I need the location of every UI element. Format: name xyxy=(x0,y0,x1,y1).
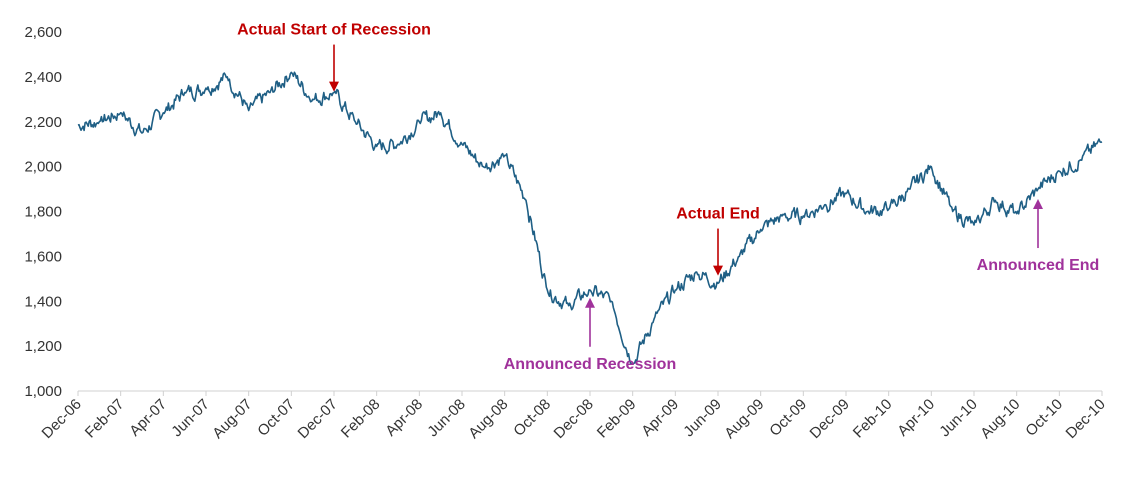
annotations: Actual Start of Recession Announced Reces… xyxy=(237,22,1099,373)
y-axis: 1,000 1,200 1,400 1,600 1,800 2,000 2,200 2,400… xyxy=(24,24,62,400)
x-tick-label: Jun-07 xyxy=(168,396,212,440)
x-tick-label: Aug-08 xyxy=(465,396,511,442)
y-tick-label: 1,800 xyxy=(24,204,62,221)
y-tick-label: 2,400 xyxy=(24,69,62,86)
x-tick-label: Apr-09 xyxy=(638,396,682,440)
y-tick-label: 1,000 xyxy=(24,383,62,400)
x-tick-label: Apr-08 xyxy=(382,396,426,440)
x-tick-label: Feb-09 xyxy=(594,396,640,442)
x-tick-label: Oct-09 xyxy=(766,396,810,440)
x-tick-label: Dec-09 xyxy=(807,396,853,442)
x-axis: Dec-06Feb-07Apr-07Jun-07Aug-07Oct-07Dec-… xyxy=(39,391,1109,442)
annotation-label: Announced End xyxy=(977,257,1100,274)
x-tick-label: Aug-07 xyxy=(209,396,255,442)
x-tick-label: Oct-08 xyxy=(510,396,554,440)
x-tick-label: Apr-07 xyxy=(126,396,170,440)
series-layer xyxy=(77,71,1103,365)
y-tick-label: 2,600 xyxy=(24,24,62,41)
y-tick-label: 2,000 xyxy=(24,159,62,176)
annotation-label: Actual End xyxy=(676,206,760,223)
x-tick-label: Feb-08 xyxy=(338,396,384,442)
x-tick-label: Feb-07 xyxy=(82,396,128,442)
x-tick-label: Dec-08 xyxy=(551,396,597,442)
x-tick-label: Dec-06 xyxy=(39,396,85,442)
y-tick-label: 2,200 xyxy=(24,114,62,131)
x-tick-label: Jun-10 xyxy=(936,396,980,440)
annotation-arrow-head xyxy=(329,81,339,92)
annotation-arrow-head xyxy=(1033,199,1043,210)
x-tick-label: Dec-10 xyxy=(1063,396,1109,442)
annotation-label: Actual Start of Recession xyxy=(237,22,431,39)
x-tick-label: Oct-07 xyxy=(254,396,298,440)
y-tick-label: 1,200 xyxy=(24,338,62,355)
series-line xyxy=(77,71,1103,365)
x-tick-label: Aug-10 xyxy=(977,396,1023,442)
x-tick-label: Aug-09 xyxy=(721,396,767,442)
x-tick-label: Jun-09 xyxy=(680,396,724,440)
x-tick-label: Feb-10 xyxy=(850,396,896,442)
x-tick-label: Jun-08 xyxy=(424,396,468,440)
x-tick-label: Oct-10 xyxy=(1022,396,1066,440)
annotation-arrow-head xyxy=(585,297,595,308)
x-tick-label: Dec-07 xyxy=(295,396,341,442)
annotation-label: Announced Recession xyxy=(504,356,676,373)
y-tick-label: 1,400 xyxy=(24,293,62,310)
y-tick-label: 1,600 xyxy=(24,248,62,265)
annotation-arrow-head xyxy=(713,265,723,276)
x-tick-label: Apr-10 xyxy=(894,396,938,440)
